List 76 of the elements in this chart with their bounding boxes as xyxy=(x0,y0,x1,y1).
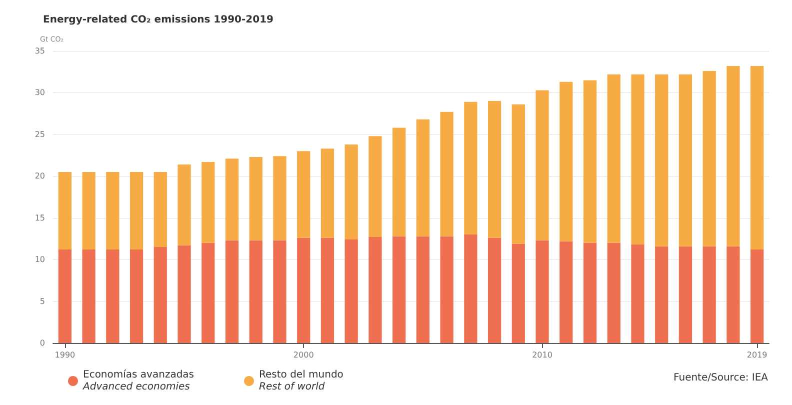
bar xyxy=(202,162,215,243)
bar xyxy=(58,172,72,250)
bar xyxy=(82,172,96,250)
bar xyxy=(726,246,740,343)
bar xyxy=(249,156,262,240)
bar xyxy=(631,74,644,245)
bar xyxy=(512,244,525,343)
bar xyxy=(297,238,310,343)
bar xyxy=(130,172,144,250)
bar xyxy=(702,71,716,246)
bar xyxy=(368,237,382,343)
y-tick-label: 35 xyxy=(34,46,45,56)
legend-label: Economías avanzadas Advanced economies xyxy=(82,370,194,392)
bar xyxy=(702,246,716,343)
bar xyxy=(560,82,573,242)
y-tick-label: 15 xyxy=(34,213,45,222)
x-tick-label: 1990 xyxy=(54,350,76,360)
bar xyxy=(82,250,96,343)
bar xyxy=(320,148,334,238)
bar xyxy=(178,164,191,246)
bar xyxy=(416,236,430,343)
bar xyxy=(607,74,620,243)
bar xyxy=(678,246,692,343)
bar xyxy=(392,128,406,236)
bar xyxy=(726,66,740,246)
bar xyxy=(297,151,310,238)
bar xyxy=(488,101,502,238)
bar xyxy=(154,172,167,248)
y-tick-label: 5 xyxy=(40,296,45,306)
bar xyxy=(130,250,144,343)
bar xyxy=(225,158,239,240)
bar xyxy=(106,250,120,343)
bar xyxy=(440,112,454,236)
bar xyxy=(368,136,382,238)
bar xyxy=(750,250,764,343)
y-tick-label: 30 xyxy=(34,88,45,98)
bar xyxy=(678,74,692,246)
bar xyxy=(583,242,597,343)
bar xyxy=(536,90,549,240)
bar xyxy=(344,240,358,343)
chart-title: Energy-related CO₂ emissions 1990-2019 xyxy=(43,14,274,26)
bar xyxy=(249,240,262,343)
bar xyxy=(583,80,597,243)
bar xyxy=(560,241,573,343)
bar xyxy=(154,247,167,343)
bar xyxy=(536,240,549,343)
y-tick-label: 10 xyxy=(34,255,45,264)
bar xyxy=(273,156,286,240)
bar xyxy=(655,74,668,246)
bar xyxy=(225,240,239,343)
legend-label: Resto del mundo Rest of world xyxy=(259,370,344,392)
bar xyxy=(58,250,72,343)
x-tick-label: 2010 xyxy=(532,350,552,360)
x-tick-label: 2019 xyxy=(746,350,768,360)
x-tick-label: 2000 xyxy=(293,350,314,360)
bar xyxy=(631,244,644,343)
source-note: Fuente/Source: IEA xyxy=(674,372,768,384)
bar xyxy=(488,238,502,343)
bar xyxy=(320,238,334,343)
y-tick-label: 20 xyxy=(34,172,45,181)
bar xyxy=(392,236,406,343)
bar xyxy=(464,234,478,343)
bar xyxy=(512,104,525,244)
bar xyxy=(178,245,191,343)
bar xyxy=(607,242,620,343)
bar xyxy=(106,172,120,250)
bar xyxy=(750,66,764,250)
y-tick-label: 25 xyxy=(34,130,45,139)
bar xyxy=(344,144,358,240)
y-tick-label: 0 xyxy=(40,338,45,348)
bar xyxy=(202,242,215,343)
bar xyxy=(464,102,478,235)
bar xyxy=(273,240,286,343)
bar xyxy=(440,236,454,343)
bar xyxy=(416,119,430,236)
bar xyxy=(655,246,668,343)
